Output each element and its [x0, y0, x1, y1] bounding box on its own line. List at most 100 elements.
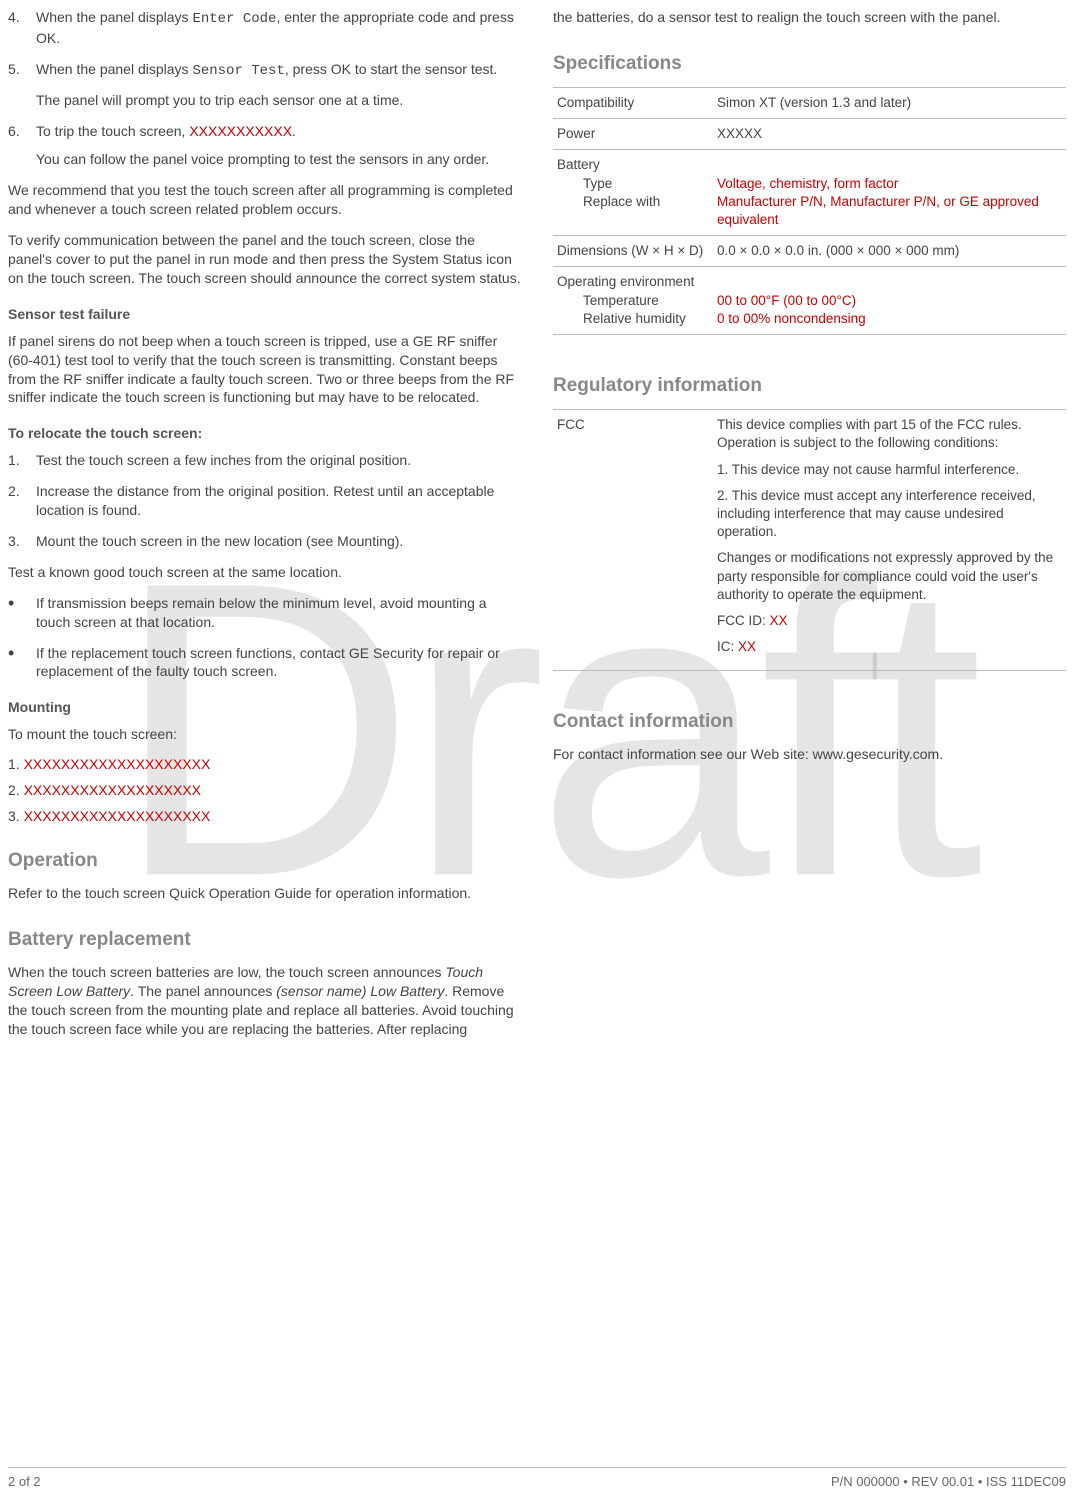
list-item: 3.Mount the touch screen in the new loca… — [8, 532, 521, 551]
spec-value: Simon XT (version 1.3 and later) — [713, 87, 1066, 118]
text: When the panel displays — [36, 9, 192, 25]
text: . The panel announces — [130, 983, 276, 999]
mounting-intro: To mount the touch screen: — [8, 725, 521, 744]
code-text: Sensor Test — [192, 63, 284, 79]
text: 0 to 00% noncondensing — [717, 311, 866, 326]
label: FCC ID: — [717, 613, 770, 628]
doc-id: P/N 000000 • REV 00.01 • ISS 11DEC09 — [831, 1474, 1066, 1489]
left-column: 4. When the panel displays Enter Code, e… — [8, 8, 521, 1051]
bullet-icon: • — [8, 644, 36, 682]
text: This device complies with part 15 of the… — [717, 416, 1062, 452]
spec-key: Compatibility — [553, 87, 713, 118]
mounting-list: 1. XXXXXXXXXXXXXXXXXXXX 2. XXXXXXXXXXXXX… — [8, 756, 521, 824]
step-number: 5. — [8, 60, 36, 110]
value: XX — [770, 613, 788, 628]
text: Manufacturer P/N, Manufacturer P/N, or G… — [717, 194, 1039, 227]
table-row: Compatibility Simon XT (version 1.3 and … — [553, 87, 1066, 118]
ic-id: IC: XX — [717, 638, 1062, 656]
operation-heading: Operation — [8, 850, 521, 872]
contact-heading: Contact information — [553, 711, 1066, 733]
reg-key: FCC — [553, 410, 713, 671]
subkey: Relative humidity — [557, 310, 709, 328]
num: 1. — [8, 756, 24, 772]
subkey: Temperature — [557, 292, 709, 310]
page-number: 2 of 2 — [8, 1474, 41, 1489]
operation-text: Refer to the touch screen Quick Operatio… — [8, 884, 521, 903]
text: 00 to 00°F (00 to 00°C) — [717, 293, 856, 308]
text: If transmission beeps remain below the m… — [36, 594, 521, 632]
table-row: Operating environment Temperature Relati… — [553, 267, 1066, 335]
contact-text: For contact information see our Web site… — [553, 745, 1066, 764]
step-number: 4. — [8, 8, 36, 48]
text: Battery — [557, 157, 600, 172]
relocate-list: 1.Test the touch screen a few inches fro… — [8, 451, 521, 551]
spec-value: XXXXX — [713, 119, 1066, 150]
text: 2. This device must accept any interfere… — [717, 487, 1062, 542]
list-item: 2.Increase the distance from the origina… — [8, 482, 521, 520]
code-text: Enter Code — [192, 11, 276, 27]
list-item: 1.Test the touch screen a few inches fro… — [8, 451, 521, 470]
spec-value: Voltage, chemistry, form factor Manufact… — [713, 150, 1066, 236]
step-number: 3. — [8, 532, 36, 551]
page-columns: 4. When the panel displays Enter Code, e… — [0, 0, 1086, 1051]
table-row: FCC This device complies with part 15 of… — [553, 410, 1066, 671]
label: IC: — [717, 639, 738, 654]
step-number: 6. — [8, 122, 36, 170]
list-item: 2. XXXXXXXXXXXXXXXXXXX — [8, 782, 521, 798]
text: 1. This device may not cause harmful int… — [717, 461, 1062, 479]
verify-text: To verify communication between the pane… — [8, 231, 521, 288]
text: Changes or modifications not expressly a… — [717, 549, 1062, 604]
right-column: the batteries, do a sensor test to reali… — [553, 8, 1066, 1051]
text: Test the touch screen a few inches from … — [36, 451, 521, 470]
text: . — [292, 123, 296, 139]
num: 3. — [8, 808, 24, 824]
step-subtext: The panel will prompt you to trip each s… — [36, 91, 521, 110]
spec-value: 0.0 × 0.0 × 0.0 in. (000 × 000 × 000 mm) — [713, 236, 1066, 267]
step-text: When the panel displays Sensor Test, pre… — [36, 60, 521, 110]
page-footer: 2 of 2 P/N 000000 • REV 00.01 • ISS 11DE… — [8, 1467, 1066, 1489]
placeholder-text: XXXXXXXXXXXXXXXXXXXX — [24, 756, 211, 772]
placeholder-text: XXXXXXXXXXX — [189, 123, 292, 139]
step-6: 6. To trip the touch screen, XXXXXXXXXXX… — [8, 122, 521, 170]
spec-key: Operating environment Temperature Relati… — [553, 267, 713, 335]
sensor-test-failure-heading: Sensor test failure — [8, 306, 521, 322]
text: Operating environment — [557, 274, 694, 289]
list-item: 1. XXXXXXXXXXXXXXXXXXXX — [8, 756, 521, 772]
table-row: Dimensions (W × H × D) 0.0 × 0.0 × 0.0 i… — [553, 236, 1066, 267]
recommendation-text: We recommend that you test the touch scr… — [8, 181, 521, 219]
bullet-list: •If transmission beeps remain below the … — [8, 594, 521, 682]
text: Increase the distance from the original … — [36, 482, 521, 520]
text: , press OK to start the sensor test. — [285, 61, 497, 77]
battery-heading: Battery replacement — [8, 929, 521, 951]
step-subtext: You can follow the panel voice prompting… — [36, 150, 521, 169]
step-number: 1. — [8, 451, 36, 470]
text: When the touch screen batteries are low,… — [8, 964, 445, 980]
value: XX — [738, 639, 756, 654]
spec-key: Battery Type Replace with — [553, 150, 713, 236]
battery-text: When the touch screen batteries are low,… — [8, 963, 521, 1039]
bullet-icon: • — [8, 594, 36, 632]
spec-key: Power — [553, 119, 713, 150]
spec-value: 00 to 00°F (00 to 00°C) 0 to 00% noncond… — [713, 267, 1066, 335]
step-5: 5. When the panel displays Sensor Test, … — [8, 60, 521, 110]
specifications-table: Compatibility Simon XT (version 1.3 and … — [553, 87, 1066, 335]
spec-key: Dimensions (W × H × D) — [553, 236, 713, 267]
text: To trip the touch screen, — [36, 123, 189, 139]
table-row: Battery Type Replace with Voltage, chemi… — [553, 150, 1066, 236]
mounting-heading: Mounting — [8, 699, 521, 715]
step-text: To trip the touch screen, XXXXXXXXXXX. Y… — [36, 122, 521, 170]
placeholder-text: XXXXXXXXXXXXXXXXXXX — [24, 782, 201, 798]
step-text: When the panel displays Enter Code, ente… — [36, 8, 521, 48]
subkey: Replace with — [557, 193, 709, 211]
reg-value: This device complies with part 15 of the… — [713, 410, 1066, 671]
step-4: 4. When the panel displays Enter Code, e… — [8, 8, 521, 48]
num: 2. — [8, 782, 24, 798]
test-known-text: Test a known good touch screen at the sa… — [8, 563, 521, 582]
relocate-heading: To relocate the touch screen: — [8, 425, 521, 441]
italic-text: (sensor name) Low Battery — [276, 983, 444, 999]
specifications-heading: Specifications — [553, 53, 1066, 75]
subkey: Type — [557, 175, 709, 193]
regulatory-table: FCC This device complies with part 15 of… — [553, 409, 1066, 671]
text: Voltage, chemistry, form factor — [717, 176, 898, 191]
text: Mount the touch screen in the new locati… — [36, 532, 521, 551]
